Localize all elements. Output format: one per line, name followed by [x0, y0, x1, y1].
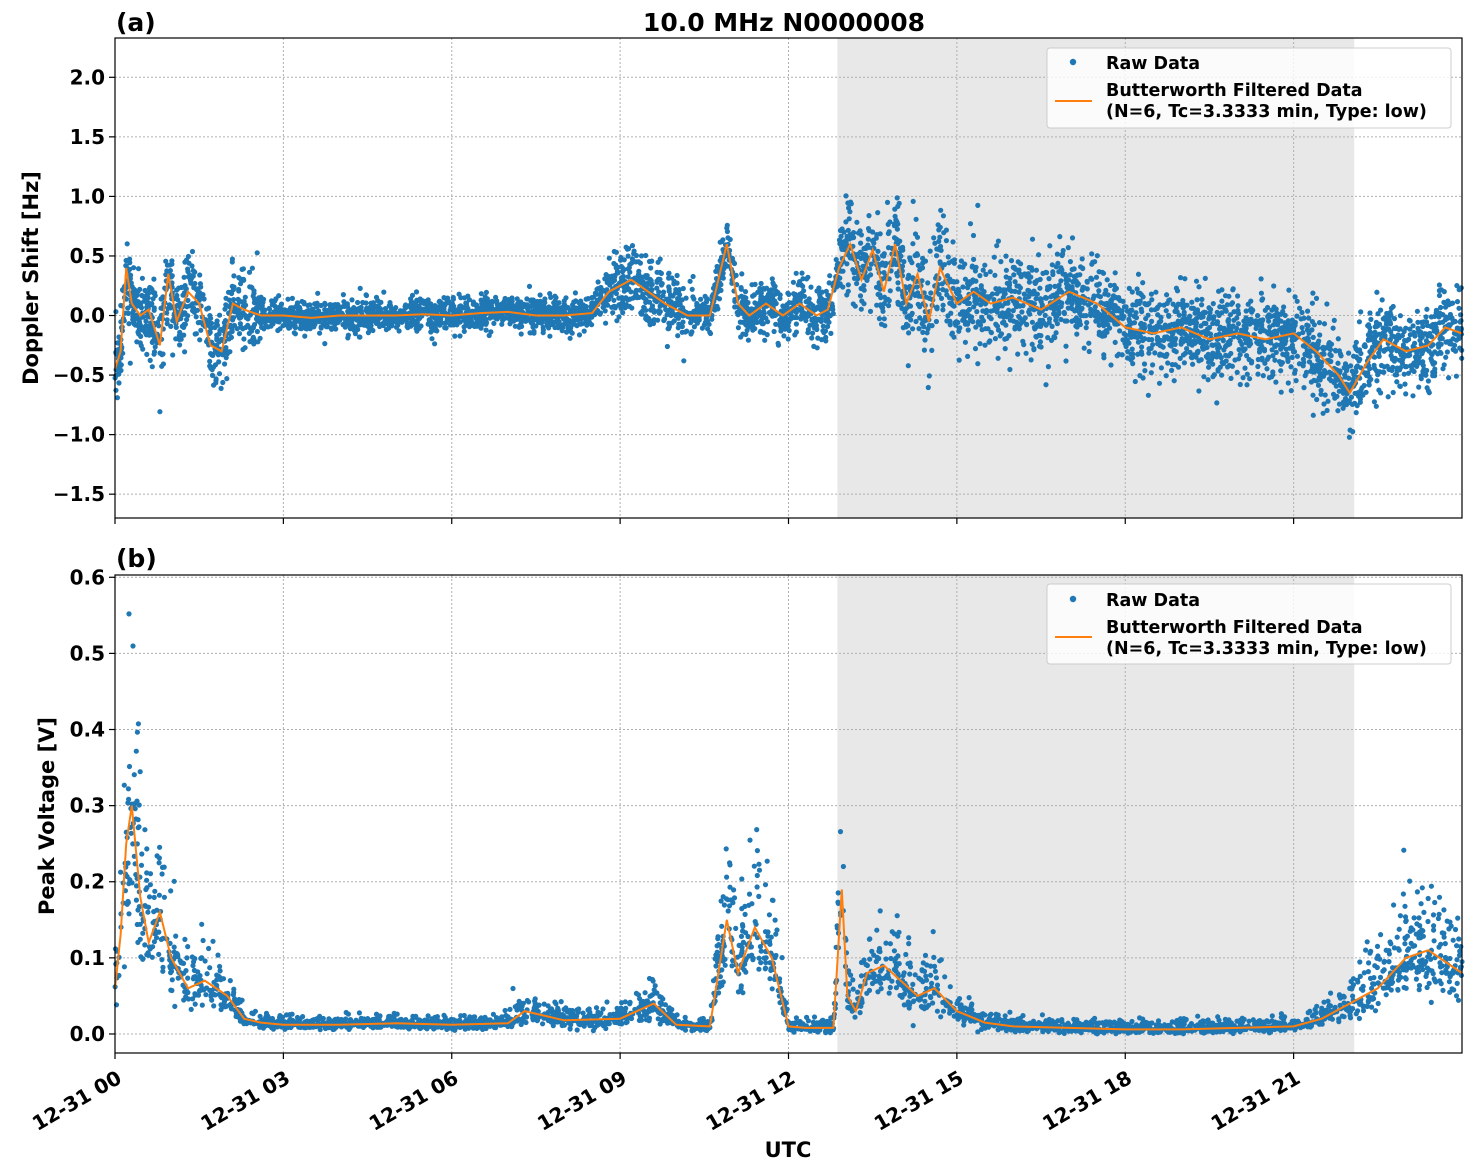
- panel-b-filtered-line: [114, 805, 1463, 1031]
- x-tick-label: 12-31 06: [365, 1065, 463, 1135]
- x-tick-label: 12-31 21: [1207, 1065, 1305, 1135]
- panel-b-label: (b): [116, 544, 157, 573]
- panel-b-raw-data: [112, 611, 1465, 1037]
- panel-a-axes: −1.5 −1.0 −0.5 0.0 0.5 1.0 1.5 2.0: [53, 37, 1463, 524]
- panel-a-legend: Raw Data Butterworth Filtered Data (N=6,…: [1046, 47, 1452, 129]
- legend-frame: [1046, 583, 1452, 665]
- filtered-series-line: [114, 805, 1463, 1031]
- y-tick-label: 0.1: [70, 946, 105, 970]
- x-tick-label: 12-31 18: [1038, 1065, 1136, 1135]
- figure-title: 10.0 MHz N0000008: [643, 8, 925, 37]
- y-tick-label: 0.0: [70, 1022, 105, 1046]
- panel-b: 0.0 0.1 0.2 0.3 0.4 0.5 0.6 (b) Peak Voltage […: [35, 544, 1465, 1059]
- panel-b-axes: 0.0 0.1 0.2 0.3 0.4 0.5 0.6: [70, 565, 1463, 1059]
- y-tick-label: 0.6: [70, 565, 105, 589]
- x-tick-label: 12-31 03: [196, 1065, 294, 1135]
- legend-filtered-label-2: (N=6, Tc=3.3333 min, Type: low): [1106, 102, 1427, 122]
- panel-b-ylabel: Peak Voltage [V]: [35, 717, 59, 915]
- y-tick-label: 0.0: [70, 304, 105, 328]
- panel-a-label: (a): [116, 8, 156, 37]
- legend-frame: [1046, 47, 1452, 129]
- x-tick-label: 12-31 09: [533, 1065, 631, 1135]
- legend-raw-marker: [1069, 595, 1077, 603]
- y-tick-label: 2.0: [70, 65, 105, 89]
- legend-filtered-label-2: (N=6, Tc=3.3333 min, Type: low): [1106, 639, 1427, 659]
- legend-raw-marker: [1069, 58, 1077, 66]
- legend-filtered-label-1: Butterworth Filtered Data: [1106, 618, 1363, 638]
- raw-data-points: [112, 611, 1465, 1037]
- panel-a: −1.5 −1.0 −0.5 0.0 0.5 1.0 1.5 2.0 (a) Doppler …: [19, 8, 1465, 524]
- panel-b-grid: [115, 575, 1462, 1053]
- panel-a-filtered-line: [114, 241, 1463, 395]
- x-tick-label: 12-31 15: [870, 1065, 968, 1135]
- y-tick-label: −1.5: [53, 482, 105, 506]
- y-tick-label: 0.3: [70, 794, 105, 818]
- y-tick-label: 1.5: [70, 125, 105, 149]
- x-tick-label: 12-31 12: [701, 1065, 799, 1135]
- y-tick-label: −1.0: [53, 423, 105, 447]
- y-tick-label: −0.5: [53, 363, 105, 387]
- x-axis-label: UTC: [765, 1138, 812, 1162]
- legend-raw-label: Raw Data: [1106, 591, 1200, 611]
- legend-filtered-label-1: Butterworth Filtered Data: [1106, 81, 1363, 101]
- filtered-series-line: [114, 241, 1463, 395]
- y-tick-label: 1.0: [70, 184, 105, 208]
- y-tick-label: 0.4: [70, 718, 105, 742]
- y-tick-label: 0.5: [70, 244, 105, 268]
- x-tick-label: 12-31 00: [28, 1065, 126, 1135]
- panel-b-legend: Raw Data Butterworth Filtered Data (N=6,…: [1046, 583, 1452, 665]
- x-tick-labels: 12-31 00 12-31 03 12-31 06 12-31 09 12-31 12…: [28, 1065, 1304, 1135]
- panel-a-raw-data: [112, 193, 1465, 440]
- raw-data-points: [112, 193, 1465, 440]
- y-tick-label: 0.2: [70, 870, 105, 894]
- panel-a-ylabel: Doppler Shift [Hz]: [19, 171, 43, 385]
- y-tick-label: 0.5: [70, 641, 105, 665]
- legend-raw-label: Raw Data: [1106, 54, 1200, 74]
